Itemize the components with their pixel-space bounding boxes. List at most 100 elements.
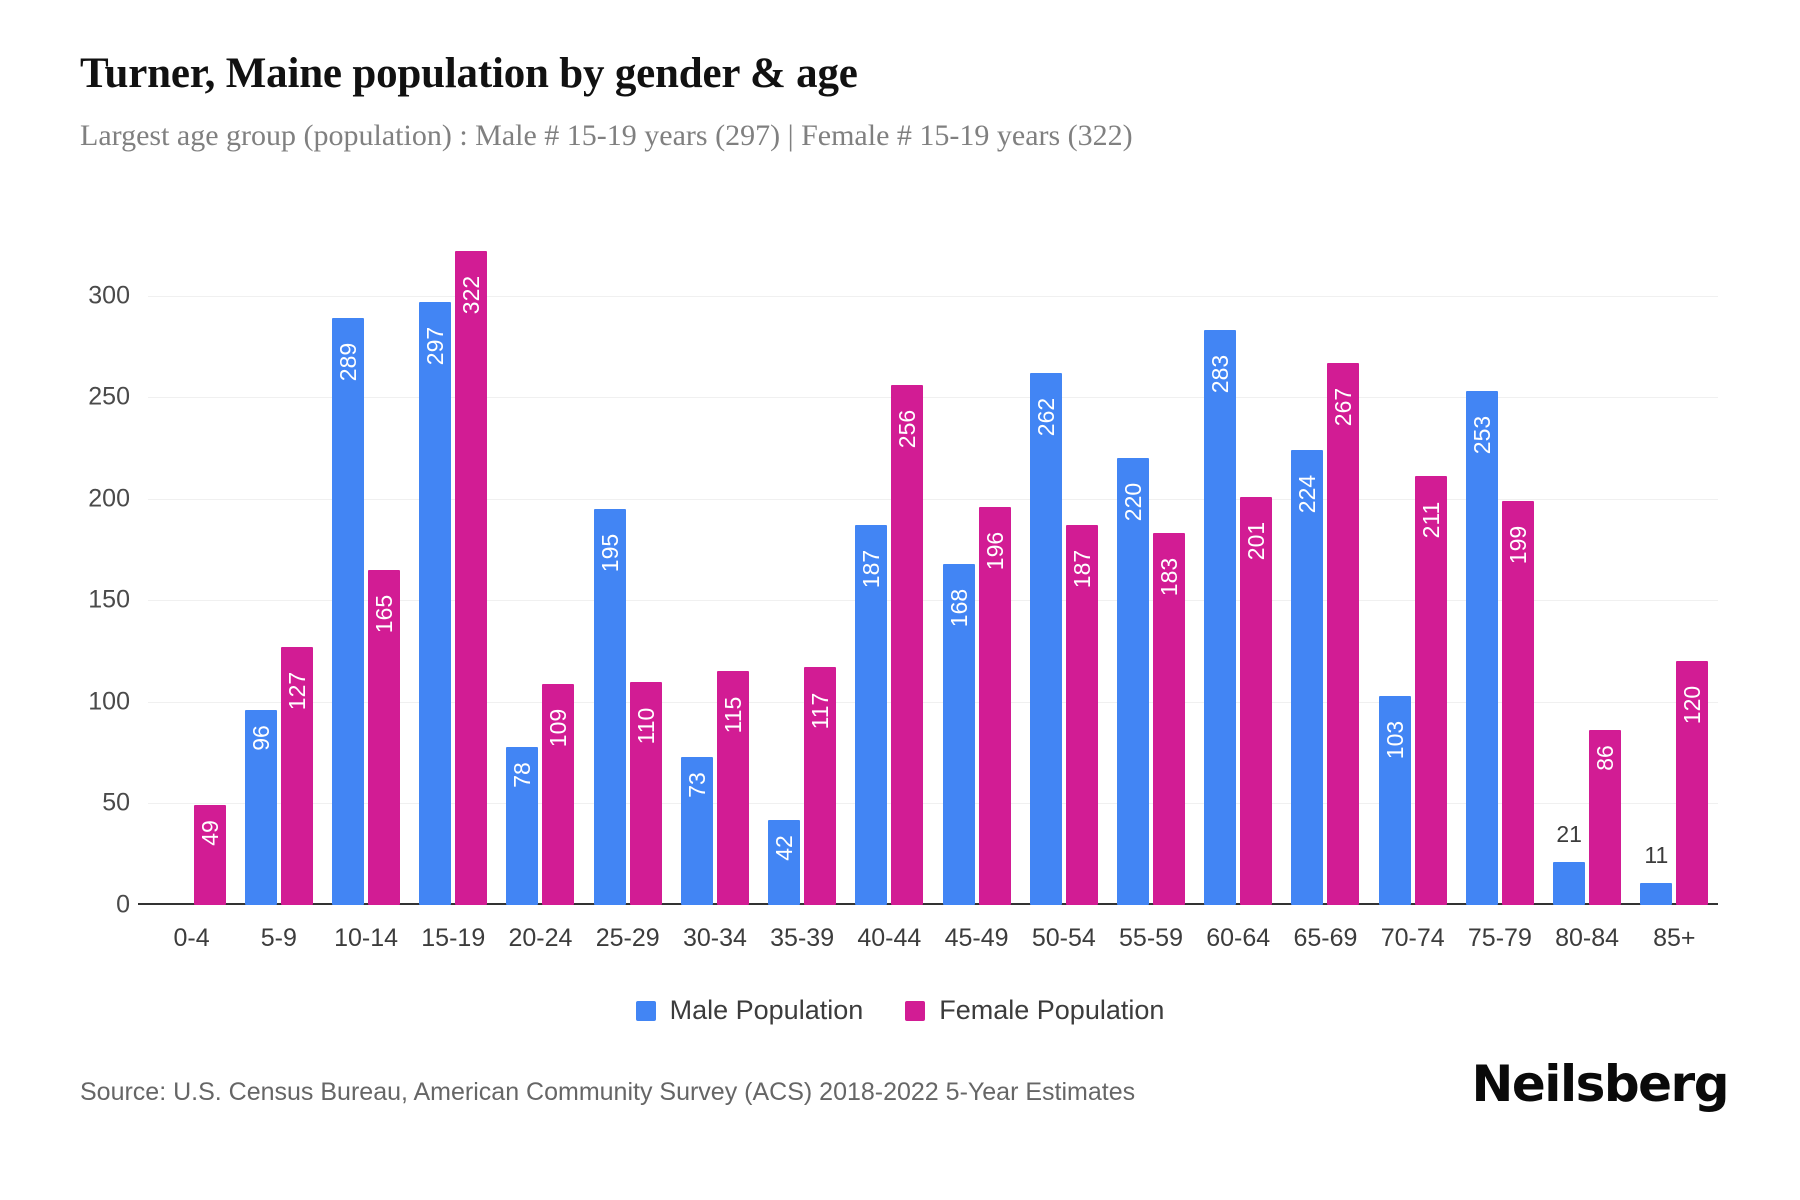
bar[interactable]: 165 bbox=[368, 569, 401, 905]
legend-item-female[interactable]: Female Population bbox=[905, 995, 1164, 1026]
gridline bbox=[148, 295, 1718, 297]
x-axis-tick-label: 85+ bbox=[1653, 924, 1696, 952]
bar-value-label: 96 bbox=[247, 725, 274, 751]
bar-group: 11 120 85+ bbox=[1631, 255, 1718, 952]
bar-value-label: 117 bbox=[807, 693, 834, 730]
bar-value-label: 289 bbox=[335, 342, 362, 382]
bar[interactable]: 168 bbox=[942, 563, 975, 905]
x-axis-tick-label: 50-54 bbox=[1031, 924, 1096, 952]
bar[interactable]: 211 bbox=[1414, 476, 1447, 905]
bar-groups: 49 0-4 96 127 5-9 289 165 10-14 297 322 15-19 78 109… bbox=[148, 250, 1718, 952]
x-axis-tick-label: 75-79 bbox=[1467, 924, 1532, 952]
bar-value-label: 297 bbox=[422, 326, 449, 365]
bar-value-label: 78 bbox=[509, 761, 536, 788]
bar-group: 96 127 5-9 bbox=[235, 255, 322, 952]
gridline bbox=[148, 600, 1718, 602]
gridline bbox=[148, 397, 1718, 399]
bar-value-label: 168 bbox=[945, 588, 972, 627]
bar-value-label: 115 bbox=[719, 697, 746, 734]
bar[interactable]: 253 bbox=[1465, 391, 1498, 905]
bar[interactable]: 117 bbox=[804, 667, 837, 905]
bar[interactable]: 42 bbox=[768, 819, 801, 905]
bar[interactable]: 262 bbox=[1029, 372, 1062, 905]
y-axis-tick-label: 200 bbox=[88, 484, 130, 513]
bar[interactable]: 103 bbox=[1378, 695, 1411, 905]
bar[interactable]: 109 bbox=[542, 683, 575, 905]
x-axis-tick-label: 30-34 bbox=[682, 924, 747, 952]
bar[interactable]: 322 bbox=[455, 250, 488, 905]
bar-group: 262 187 50-54 bbox=[1020, 255, 1107, 952]
x-axis-tick-label: 20-24 bbox=[508, 924, 573, 952]
legend-item-male[interactable]: Male Population bbox=[635, 995, 863, 1026]
bar-group: 78 109 20-24 bbox=[497, 255, 584, 952]
source-note: Source: U.S. Census Bureau, American Com… bbox=[80, 1078, 1136, 1106]
bar-value-label: 256 bbox=[894, 409, 921, 449]
bar[interactable]: 187 bbox=[1065, 525, 1098, 905]
bar[interactable]: 297 bbox=[419, 301, 452, 905]
x-axis-tick-label: 55-59 bbox=[1119, 924, 1183, 952]
chart-legend: Male Population Female Population bbox=[0, 995, 1800, 1026]
plot-canvas: 0 50 100 150 200 250 300 49 0-4 96 127 5-9 289 165 10… bbox=[88, 250, 1718, 952]
bar[interactable]: 115 bbox=[716, 671, 749, 905]
bar[interactable]: 11 bbox=[1640, 842, 1673, 905]
x-axis-line bbox=[138, 903, 1718, 905]
bar[interactable]: 120 bbox=[1676, 661, 1709, 905]
y-axis-tick-label: 150 bbox=[88, 585, 130, 614]
bar[interactable]: 256 bbox=[891, 385, 924, 905]
bar-value-label: 73 bbox=[683, 771, 710, 798]
bar[interactable]: 110 bbox=[629, 681, 662, 905]
bar[interactable]: 267 bbox=[1327, 362, 1360, 905]
bar[interactable]: 183 bbox=[1153, 533, 1186, 905]
bar[interactable]: 96 bbox=[244, 710, 277, 905]
x-axis-tick-label: 40-44 bbox=[857, 924, 922, 952]
bar-value-label: 195 bbox=[596, 533, 623, 573]
bar[interactable]: 127 bbox=[280, 647, 313, 905]
bar-group: 220 183 55-59 bbox=[1107, 255, 1194, 952]
x-axis-tick-label: 15-19 bbox=[421, 924, 486, 952]
bar[interactable]: 199 bbox=[1501, 500, 1534, 905]
bar-group: 283 201 60-64 bbox=[1195, 255, 1282, 952]
bar-value-label: 224 bbox=[1294, 474, 1321, 514]
bar[interactable]: 49 bbox=[193, 805, 226, 905]
x-axis-tick-label: 35-39 bbox=[770, 924, 835, 952]
bar-group: 103 211 70-74 bbox=[1369, 255, 1456, 952]
bar-value-label: 11 bbox=[1644, 841, 1669, 868]
x-axis-tick-label: 25-29 bbox=[595, 924, 660, 952]
bar[interactable]: 187 bbox=[855, 525, 888, 905]
bar-value-label: 196 bbox=[981, 531, 1008, 571]
x-axis-tick-label: 5-9 bbox=[260, 924, 297, 952]
bar[interactable]: 283 bbox=[1204, 330, 1237, 905]
bar-value-label: 110 bbox=[632, 707, 659, 744]
bar-group: 297 322 15-19 bbox=[410, 250, 497, 952]
gridline bbox=[148, 803, 1718, 805]
chart-subtitle: Largest age group (population) : Male # … bbox=[80, 119, 1133, 152]
gridline bbox=[148, 701, 1718, 703]
x-axis-tick-label: 60-64 bbox=[1206, 924, 1271, 952]
bar[interactable]: 78 bbox=[506, 746, 539, 905]
bar[interactable]: 195 bbox=[593, 508, 626, 905]
bar-value-label: 127 bbox=[283, 671, 310, 711]
bar[interactable]: 289 bbox=[332, 317, 365, 905]
bar[interactable]: 224 bbox=[1291, 450, 1324, 905]
bar[interactable]: 220 bbox=[1117, 458, 1150, 905]
bar[interactable]: 21 bbox=[1553, 821, 1586, 905]
x-axis-tick-label: 0-4 bbox=[173, 924, 210, 952]
bar[interactable]: 196 bbox=[978, 506, 1011, 905]
bar[interactable]: 86 bbox=[1589, 730, 1622, 905]
bar-value-label: 183 bbox=[1156, 558, 1183, 597]
x-axis-tick-label: 80-84 bbox=[1555, 924, 1620, 952]
bar[interactable]: 73 bbox=[680, 756, 713, 905]
bar-group: 187 256 40-44 bbox=[846, 255, 933, 952]
legend-swatch-icon bbox=[635, 1000, 656, 1021]
bar-value-label: 267 bbox=[1330, 387, 1357, 426]
bar-value-label: 322 bbox=[458, 275, 485, 315]
bar-group: 224 267 65-69 bbox=[1282, 255, 1369, 952]
y-axis-tick-label: 50 bbox=[102, 788, 130, 817]
bar[interactable]: 201 bbox=[1240, 496, 1273, 905]
bar-value-label: 42 bbox=[771, 834, 798, 861]
bar-value-label: 211 bbox=[1417, 502, 1444, 539]
bar-value-label: 262 bbox=[1032, 397, 1059, 436]
bar-value-label: 201 bbox=[1243, 521, 1270, 560]
bar-group: 289 165 10-14 bbox=[322, 255, 409, 952]
